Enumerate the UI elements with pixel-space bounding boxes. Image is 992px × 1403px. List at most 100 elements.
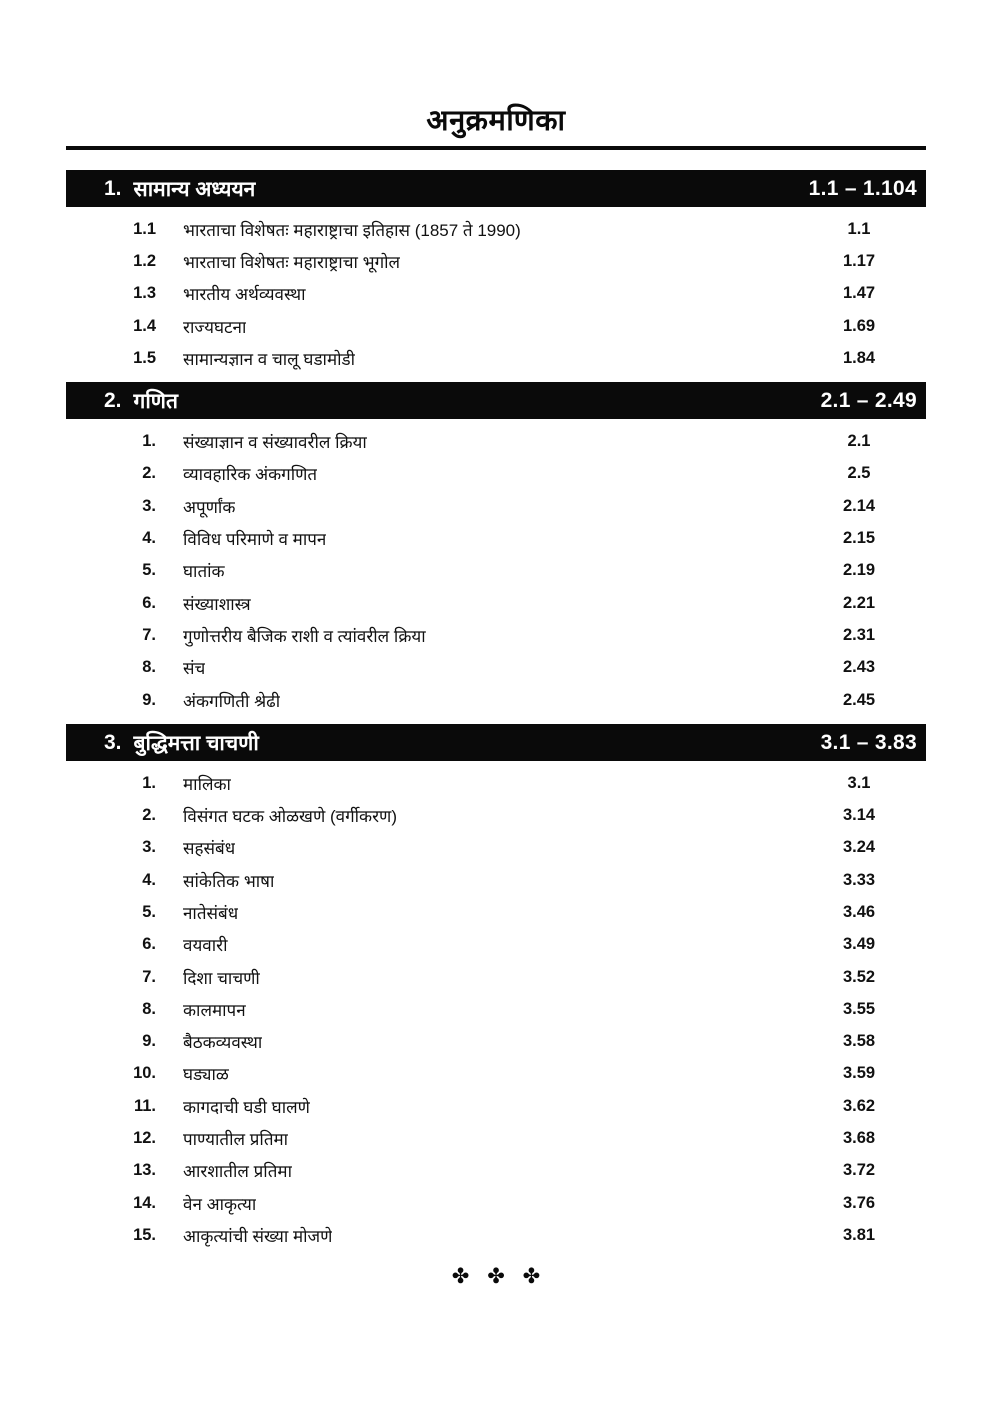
toc-item-row: 3. अपूर्णांक 2.14: [66, 490, 926, 522]
item-page-number: 1.47: [842, 284, 876, 303]
item-number: 13.: [133, 1161, 156, 1180]
toc-item-row: 3. सहसंबंध 3.24: [66, 832, 926, 864]
item-number: 1.: [142, 773, 156, 792]
section-number: 1.: [104, 176, 122, 200]
item-page-number: 2.5: [847, 464, 871, 483]
toc-item-row: 1.3 भारतीय अर्थव्यवस्था 1.47: [66, 278, 926, 310]
item-page-number: 2.19: [842, 561, 876, 580]
item-page-number: 3.52: [842, 967, 876, 986]
item-title: वेन आकृत्या: [183, 1194, 257, 1214]
item-title: बैठकव्यवस्था: [183, 1033, 263, 1053]
item-page-number: 2.43: [842, 658, 876, 677]
toc-item-row: 12. पाण्यातील प्रतिमा 3.68: [66, 1122, 926, 1154]
sections: 1. सामान्य अध्ययन 1.1 – 1.104 1.1 भारताच…: [66, 170, 926, 1258]
section-header-bar: 3. बुद्धिमत्ता चाचणी 3.1 – 3.83: [66, 724, 926, 762]
toc-item-row: 4. सांकेतिक भाषा 3.33: [66, 864, 926, 896]
item-title: नातेसंबंध: [183, 903, 239, 923]
item-page-number: 2.14: [842, 496, 876, 515]
section-page-range: 2.1 – 2.49: [820, 388, 917, 412]
item-title: व्यावहारिक अंकगणित: [183, 465, 318, 485]
item-title: कागदाची घडी घालणे: [183, 1097, 310, 1117]
item-title: भारताचा विशेषतः महाराष्ट्राचा भूगोल: [183, 252, 401, 272]
item-page-number: 3.55: [842, 999, 876, 1018]
item-page-number: 1.69: [842, 316, 876, 335]
item-number: 6.: [142, 593, 156, 612]
toc-item-row: 1. मालिका 3.1: [66, 767, 926, 799]
item-page-number: 2.21: [842, 593, 876, 612]
toc-item-row: 7. गुणोत्तरीय बैजिक राशी व त्यांवरील क्र…: [66, 619, 926, 651]
item-page-number: 3.68: [842, 1129, 876, 1148]
section-items: 1.1 भारताचा विशेषतः महाराष्ट्राचा इतिहास…: [66, 207, 926, 380]
section-number: 2.: [104, 388, 122, 412]
toc-section: 1. सामान्य अध्ययन 1.1 – 1.104 1.1 भारताच…: [66, 170, 926, 380]
item-page-number: 3.59: [842, 1064, 876, 1083]
item-title: वयवारी: [183, 936, 228, 956]
item-title: संख्याज्ञान व संख्यावरील क्रिया: [183, 433, 367, 453]
item-number: 11.: [133, 1096, 156, 1115]
item-number: 6.: [142, 935, 156, 954]
section-items: 1. संख्याज्ञान व संख्यावरील क्रिया 2.1 2…: [66, 419, 926, 722]
toc-item-row: 4. विविध परिमाणे व मापन 2.15: [66, 522, 926, 554]
item-title: भारताचा विशेषतः महाराष्ट्राचा इतिहास (18…: [183, 220, 521, 240]
item-number: 9.: [142, 690, 156, 709]
toc-item-row: 7. दिशा चाचणी 3.52: [66, 961, 926, 993]
item-page-number: 3.1: [847, 773, 871, 792]
item-page-number: 3.24: [842, 838, 876, 857]
toc-item-row: 8. संच 2.43: [66, 652, 926, 684]
item-number: 1.1: [133, 219, 156, 238]
item-number: 2.: [142, 464, 156, 483]
item-number: 4.: [142, 870, 156, 889]
item-title: अपूर्णांक: [183, 497, 236, 517]
item-title: संच: [183, 659, 206, 679]
toc-item-row: 15. आकृत्यांची संख्या मोजणे 3.81: [66, 1219, 926, 1251]
item-title: दिशा चाचणी: [183, 968, 260, 988]
item-page-number: 3.72: [842, 1161, 876, 1180]
item-title: आरशातील प्रतिमा: [183, 1162, 292, 1182]
item-number: 1.: [142, 432, 156, 451]
item-number: 7.: [142, 625, 156, 644]
item-number: 14.: [133, 1193, 156, 1212]
toc-item-row: 1.4 राज्यघटना 1.69: [66, 310, 926, 342]
item-number: 2.: [142, 806, 156, 825]
section-title: सामान्य अध्ययन: [133, 177, 256, 201]
item-number: 1.4: [133, 316, 156, 335]
toc-section: 2. गणित 2.1 – 2.49 1. संख्याज्ञान व संख्…: [66, 382, 926, 722]
item-title: सांकेतिक भाषा: [183, 871, 275, 891]
toc-section: 3. बुद्धिमत्ता चाचणी 3.1 – 3.83 1. मालिक…: [66, 724, 926, 1257]
item-number: 3.: [142, 496, 156, 515]
item-number: 1.3: [133, 284, 156, 303]
toc-item-row: 9. बैठकव्यवस्था 3.58: [66, 1026, 926, 1058]
title-divider: [66, 146, 926, 150]
item-page-number: 3.62: [842, 1096, 876, 1115]
section-title: गणित: [133, 389, 178, 413]
item-number: 15.: [133, 1225, 156, 1244]
item-number: 8.: [142, 658, 156, 677]
item-page-number: 3.81: [842, 1225, 876, 1244]
item-page-number: 2.15: [842, 529, 876, 548]
item-page-number: 2.31: [842, 625, 876, 644]
item-number: 1.2: [133, 251, 156, 270]
item-number: 12.: [133, 1129, 156, 1148]
item-number: 5.: [142, 561, 156, 580]
item-page-number: 1.1: [847, 219, 871, 238]
toc-item-row: 13. आरशातील प्रतिमा 3.72: [66, 1155, 926, 1187]
section-title: बुद्धिमत्ता चाचणी: [133, 731, 259, 755]
toc-item-row: 6. वयवारी 3.49: [66, 929, 926, 961]
item-number: 1.5: [133, 348, 156, 367]
item-page-number: 3.58: [842, 1032, 876, 1051]
page-title: अनुक्रमणिका: [426, 105, 566, 137]
toc-item-row: 5. घातांक 2.19: [66, 555, 926, 587]
section-items: 1. मालिका 3.1 2. विसंगत घटक ओळखणे (वर्गी…: [66, 761, 926, 1257]
section-number: 3.: [104, 730, 122, 754]
item-title: गुणोत्तरीय बैजिक राशी व त्यांवरील क्रिया: [183, 626, 426, 646]
item-title: मालिका: [183, 774, 231, 794]
section-header-bar: 2. गणित 2.1 – 2.49: [66, 382, 926, 420]
item-title: सहसंबंध: [183, 839, 236, 859]
section-page-range: 3.1 – 3.83: [820, 730, 917, 754]
item-page-number: 3.49: [842, 935, 876, 954]
toc-item-row: 1.2 भारताचा विशेषतः महाराष्ट्राचा भूगोल …: [66, 245, 926, 277]
item-title: आकृत्यांची संख्या मोजणे: [183, 1226, 333, 1246]
toc-item-row: 2. व्यावहारिक अंकगणित 2.5: [66, 458, 926, 490]
section-page-range: 1.1 – 1.104: [808, 176, 917, 200]
